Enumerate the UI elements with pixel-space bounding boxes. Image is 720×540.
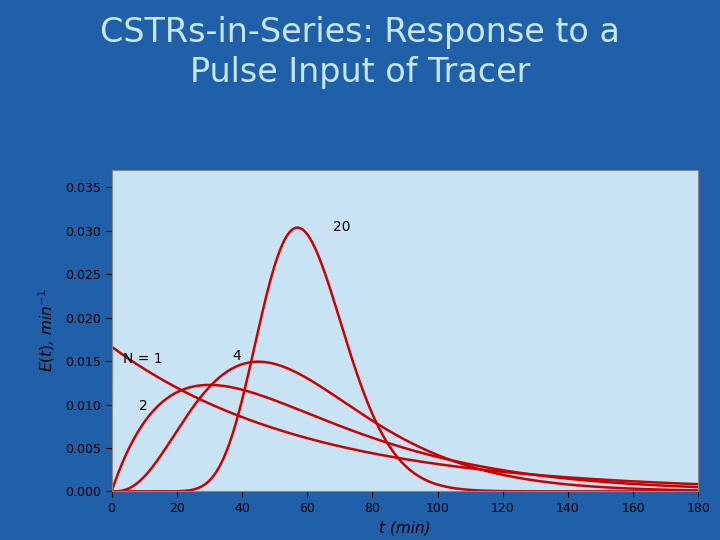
Text: 20: 20 — [333, 220, 351, 233]
Text: 4: 4 — [233, 349, 241, 363]
X-axis label: t (min): t (min) — [379, 521, 431, 535]
Text: N = 1: N = 1 — [123, 352, 163, 366]
Text: CSTRs-in-Series: Response to a
Pulse Input of Tracer: CSTRs-in-Series: Response to a Pulse Inp… — [100, 16, 620, 89]
Text: 2: 2 — [139, 399, 148, 413]
Text: $E(t)$, min$^{-1}$: $E(t)$, min$^{-1}$ — [37, 289, 58, 372]
